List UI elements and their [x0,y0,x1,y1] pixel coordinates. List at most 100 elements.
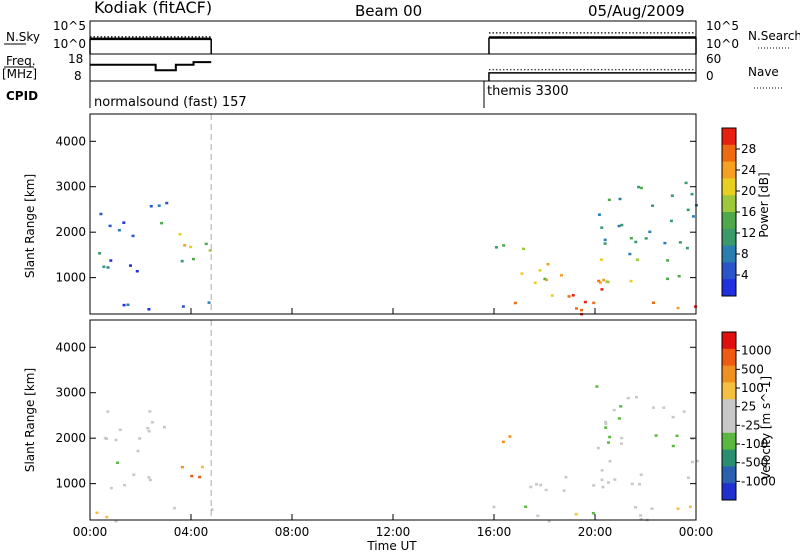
x-tick-label: 04:00 [174,525,209,539]
velocity-cell [524,505,528,509]
velocity-panel [89,319,697,521]
velocity-cell [613,478,617,481]
power-y-axis: 1000 2000 3000 4000 [55,134,696,285]
velocity-cell [662,406,666,409]
power-cell [686,208,690,212]
velocity-cell [539,483,543,487]
velocity-cell [607,441,611,444]
velocity-cell [690,460,694,464]
power-cell [635,258,639,261]
power-colorbar-tick-label: 4 [741,268,749,282]
power-cell [129,264,133,267]
power-cell [677,274,681,278]
nsky-tick-bottom: 10^0 [53,37,86,51]
power-cell [575,307,579,310]
velocity-cell [686,476,690,479]
power-cell [648,230,652,234]
velocity-cell [600,469,604,472]
power-colorbar-swatch [722,228,736,247]
power-cell [520,272,524,275]
power-cell [666,259,670,262]
power-cell [559,274,563,277]
x-tick-label: 16:00 [477,525,512,539]
power-cell [571,294,575,297]
velocity-colorbar-swatch [722,332,736,350]
nsky-tick-bottom-right: 10^0 [706,37,739,51]
power-cell [629,237,633,240]
x-tick-label: 20:00 [578,525,613,539]
velocity-cell [651,406,655,409]
velocity-cell [630,482,634,486]
velocity-colorbar-swatch [722,416,736,434]
velocity-colorbar-tick-label: -100 [741,437,768,451]
power-cell [629,279,633,283]
freq-tick-bottom: 8 [74,69,82,83]
power-cell [628,252,632,256]
velocity-cell [601,485,605,489]
velocity-colorbar-swatch [722,365,736,383]
velocity-cell [639,518,643,521]
velocity-cell [676,507,680,510]
velocity-cell [508,435,512,438]
site-title: Kodiak (fitACF) [94,0,212,17]
power-cell [102,265,106,269]
velocity-cell [635,395,639,399]
power-cell [603,238,607,242]
power-cell [135,269,139,273]
velocity-colorbar-swatch [722,466,736,484]
nsky-tick-top-right: 10^5 [706,19,739,33]
power-colorbar-swatch [722,195,736,213]
power-colorbar-swatch [722,178,736,196]
velocity-colorbar-swatch [722,449,736,467]
power-cell [669,219,673,223]
power-cell [106,266,110,269]
velocity-colorbar-tick-label: 100 [741,381,764,395]
power-cell [579,308,583,312]
velocity-cell [132,473,136,476]
power-colorbar-swatch [722,161,736,179]
velocity-cell [620,442,624,445]
velocity-cell [116,461,120,465]
velocity-cell [180,465,184,469]
power-colorbar-tick-label: 24 [741,163,756,177]
power-colorbar-tick-label: 16 [741,205,756,219]
velocity-cell [109,486,113,490]
velocity-colorbar-tick-label: -500 [741,456,768,470]
freq-label-1: Freq. [6,54,36,68]
power-cell [603,242,607,245]
velocity-cell [608,435,612,439]
velocity-cell [492,505,496,509]
velocity-cell [544,488,548,492]
velocity-cell [150,420,154,424]
velocity-cell [198,475,202,479]
velocity-cell [147,476,151,479]
power-cell [637,185,641,189]
power-cell [691,215,695,218]
velocity-cell [95,511,99,515]
power-cell [521,247,525,251]
power-cell [538,269,542,272]
power-cell [663,241,667,245]
power-cell [583,300,587,304]
velocity-cell [547,519,551,523]
power-cell [618,197,622,201]
power-colorbar-tick-label: 8 [741,247,749,261]
power-colorbar-swatch [722,279,736,297]
x-axis-label: Time UT [366,539,417,553]
power-cell [695,203,699,207]
freq-series [90,61,696,81]
power-cell [676,306,680,310]
velocity-cell [626,396,630,400]
velocity-y-tick-label: 4000 [55,340,86,354]
time-x-axis: 00:00 04:00 08:00 12:00 16:00 20:00 00:00 [73,308,713,539]
velocity-cell [596,446,600,450]
power-cell [207,301,211,304]
power-cell [165,201,169,205]
power-ylabel: Slant Range [km] [23,174,37,278]
velocity-cell [136,449,140,453]
power-cell [599,258,603,261]
velocity-cell [617,417,621,420]
nsky-label: N.Sky [6,30,40,44]
power-cell [149,204,153,208]
power-cell [126,303,130,307]
